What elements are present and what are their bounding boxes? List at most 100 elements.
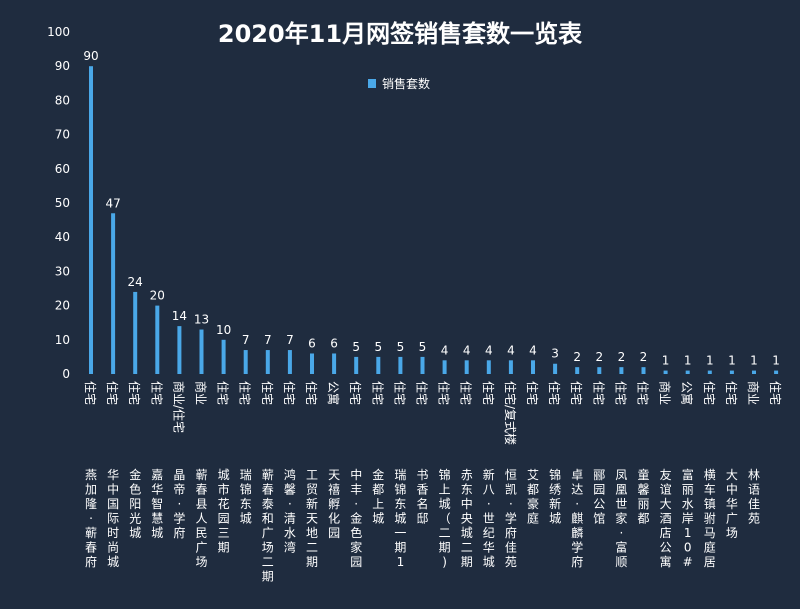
x-name-label: 新八·世纪华城 [483, 467, 495, 569]
x-type-label: 住宅 [392, 381, 407, 405]
x-type-label: 商业 [194, 381, 209, 405]
bar[interactable] [89, 66, 93, 374]
bar[interactable] [774, 370, 779, 374]
value-label: 5 [374, 340, 382, 354]
x-name-label: 鸿馨·清水湾 [284, 468, 296, 555]
value-label: 1 [684, 354, 692, 368]
x-type-label: 住宅 [437, 381, 452, 405]
x-name-label: 瑞锦东城 [240, 468, 252, 526]
bar[interactable] [221, 339, 226, 374]
bar[interactable] [508, 360, 513, 374]
y-tick-label: 60 [55, 162, 70, 176]
x-name-label: 友谊大酒店公寓 [660, 468, 672, 569]
bar[interactable] [177, 326, 182, 374]
bar[interactable] [619, 367, 624, 374]
x-type-label: 住宅 [149, 381, 164, 405]
value-label: 24 [128, 275, 143, 289]
x-type-label: 住宅 [613, 381, 628, 405]
x-type-label: 住宅 [238, 381, 253, 405]
bar[interactable] [707, 370, 712, 374]
x-type-label: 住宅 [724, 381, 739, 405]
bar[interactable] [398, 356, 403, 374]
y-tick-label: 40 [55, 230, 70, 244]
bar[interactable] [287, 350, 292, 374]
bar[interactable] [663, 370, 668, 374]
x-type-label: 住宅 [459, 381, 474, 405]
legend-label: 销售套数 [382, 76, 430, 91]
x-type-label: 住宅 [768, 381, 783, 405]
bar[interactable] [486, 360, 491, 374]
value-label: 47 [105, 196, 120, 210]
bar[interactable] [442, 360, 447, 374]
value-label: 6 [330, 336, 338, 350]
x-name-label: 金色阳光城 [129, 467, 141, 540]
bar[interactable] [575, 367, 580, 374]
x-type-label: 住宅 [304, 381, 319, 405]
x-name-label: 中丰·金色家园 [350, 467, 362, 569]
bar[interactable] [332, 353, 337, 374]
x-name-label: 富丽水岸 1 0 # [682, 467, 694, 569]
value-label: 7 [242, 333, 250, 347]
value-label: 1 [772, 354, 780, 368]
value-label: 4 [463, 343, 471, 357]
bar[interactable] [265, 350, 270, 374]
x-name-label: 燕加隆·蕲春府 [85, 468, 97, 569]
value-label: 2 [640, 350, 648, 364]
value-label: 1 [750, 354, 758, 368]
x-name-label: 天禧孵化园 [328, 468, 340, 540]
bar[interactable] [752, 370, 756, 374]
bar[interactable] [199, 329, 204, 374]
bar[interactable] [553, 363, 558, 374]
x-type-label: 商业 [658, 381, 673, 405]
x-type-label: 公寓 [326, 381, 341, 405]
bar[interactable] [685, 370, 690, 374]
x-name-label: 郦园公馆 [593, 468, 605, 526]
x-name-label: 林语佳苑 [748, 468, 760, 526]
bar[interactable] [310, 353, 314, 374]
bar[interactable] [133, 291, 138, 374]
bar[interactable] [354, 356, 359, 374]
y-tick-label: 30 [55, 264, 70, 278]
value-label: 2 [595, 350, 603, 364]
x-type-label: 商业 [746, 381, 761, 405]
value-label: 1 [706, 354, 714, 368]
x-type-label: 住宅/复式楼 [503, 381, 518, 445]
bar[interactable] [729, 370, 734, 374]
legend[interactable]: 销售套数 [368, 76, 430, 91]
x-type-label: 住宅 [105, 381, 120, 405]
bar[interactable] [531, 360, 535, 374]
chart-title: 2020年11月网签销售套数一览表 [218, 20, 583, 48]
x-name-label: 嘉华智慧城 [151, 468, 163, 540]
x-name-label: 锦上城（二期) [439, 468, 451, 569]
x-name-label: 工贸新天地二期 [306, 468, 318, 569]
legend-swatch [368, 79, 376, 88]
y-tick-label: 70 [55, 128, 70, 142]
bar[interactable] [376, 356, 381, 374]
value-label: 5 [397, 340, 405, 354]
bar[interactable] [597, 367, 602, 374]
x-name-labels: 燕加隆·蕲春府华中国际时尚城金色阳光城嘉华智慧城晶帝·学府蕲春县人民广场城市花园… [85, 467, 760, 584]
bar[interactable] [464, 360, 469, 374]
value-label: 4 [441, 343, 449, 357]
x-name-label: 华中国际时尚城 [107, 468, 119, 569]
bar[interactable] [111, 213, 116, 374]
bar[interactable] [243, 350, 248, 374]
x-name-label: 大中华广场 [726, 468, 738, 540]
y-tick-label: 0 [62, 367, 70, 381]
bar[interactable] [641, 367, 646, 374]
value-label: 1 [728, 354, 736, 368]
value-label: 7 [264, 333, 272, 347]
x-name-label: 蕲春县人民广场 [195, 468, 207, 569]
x-type-label: 住宅 [481, 381, 496, 405]
x-type-label: 住宅 [702, 381, 717, 405]
x-type-labels: 住宅 住宅 住宅 住宅 商业/住宅 商业 住宅 住宅 住宅 住宅 住宅 公寓 住宅 住宅 住宅 住宅 住宅 住宅住… [83, 381, 783, 445]
value-label: 2 [618, 350, 626, 364]
x-type-label: 住宅 [591, 381, 606, 405]
value-label: 14 [172, 309, 187, 323]
bar[interactable] [420, 356, 425, 374]
bar[interactable] [155, 305, 160, 374]
value-label: 10 [216, 323, 231, 337]
